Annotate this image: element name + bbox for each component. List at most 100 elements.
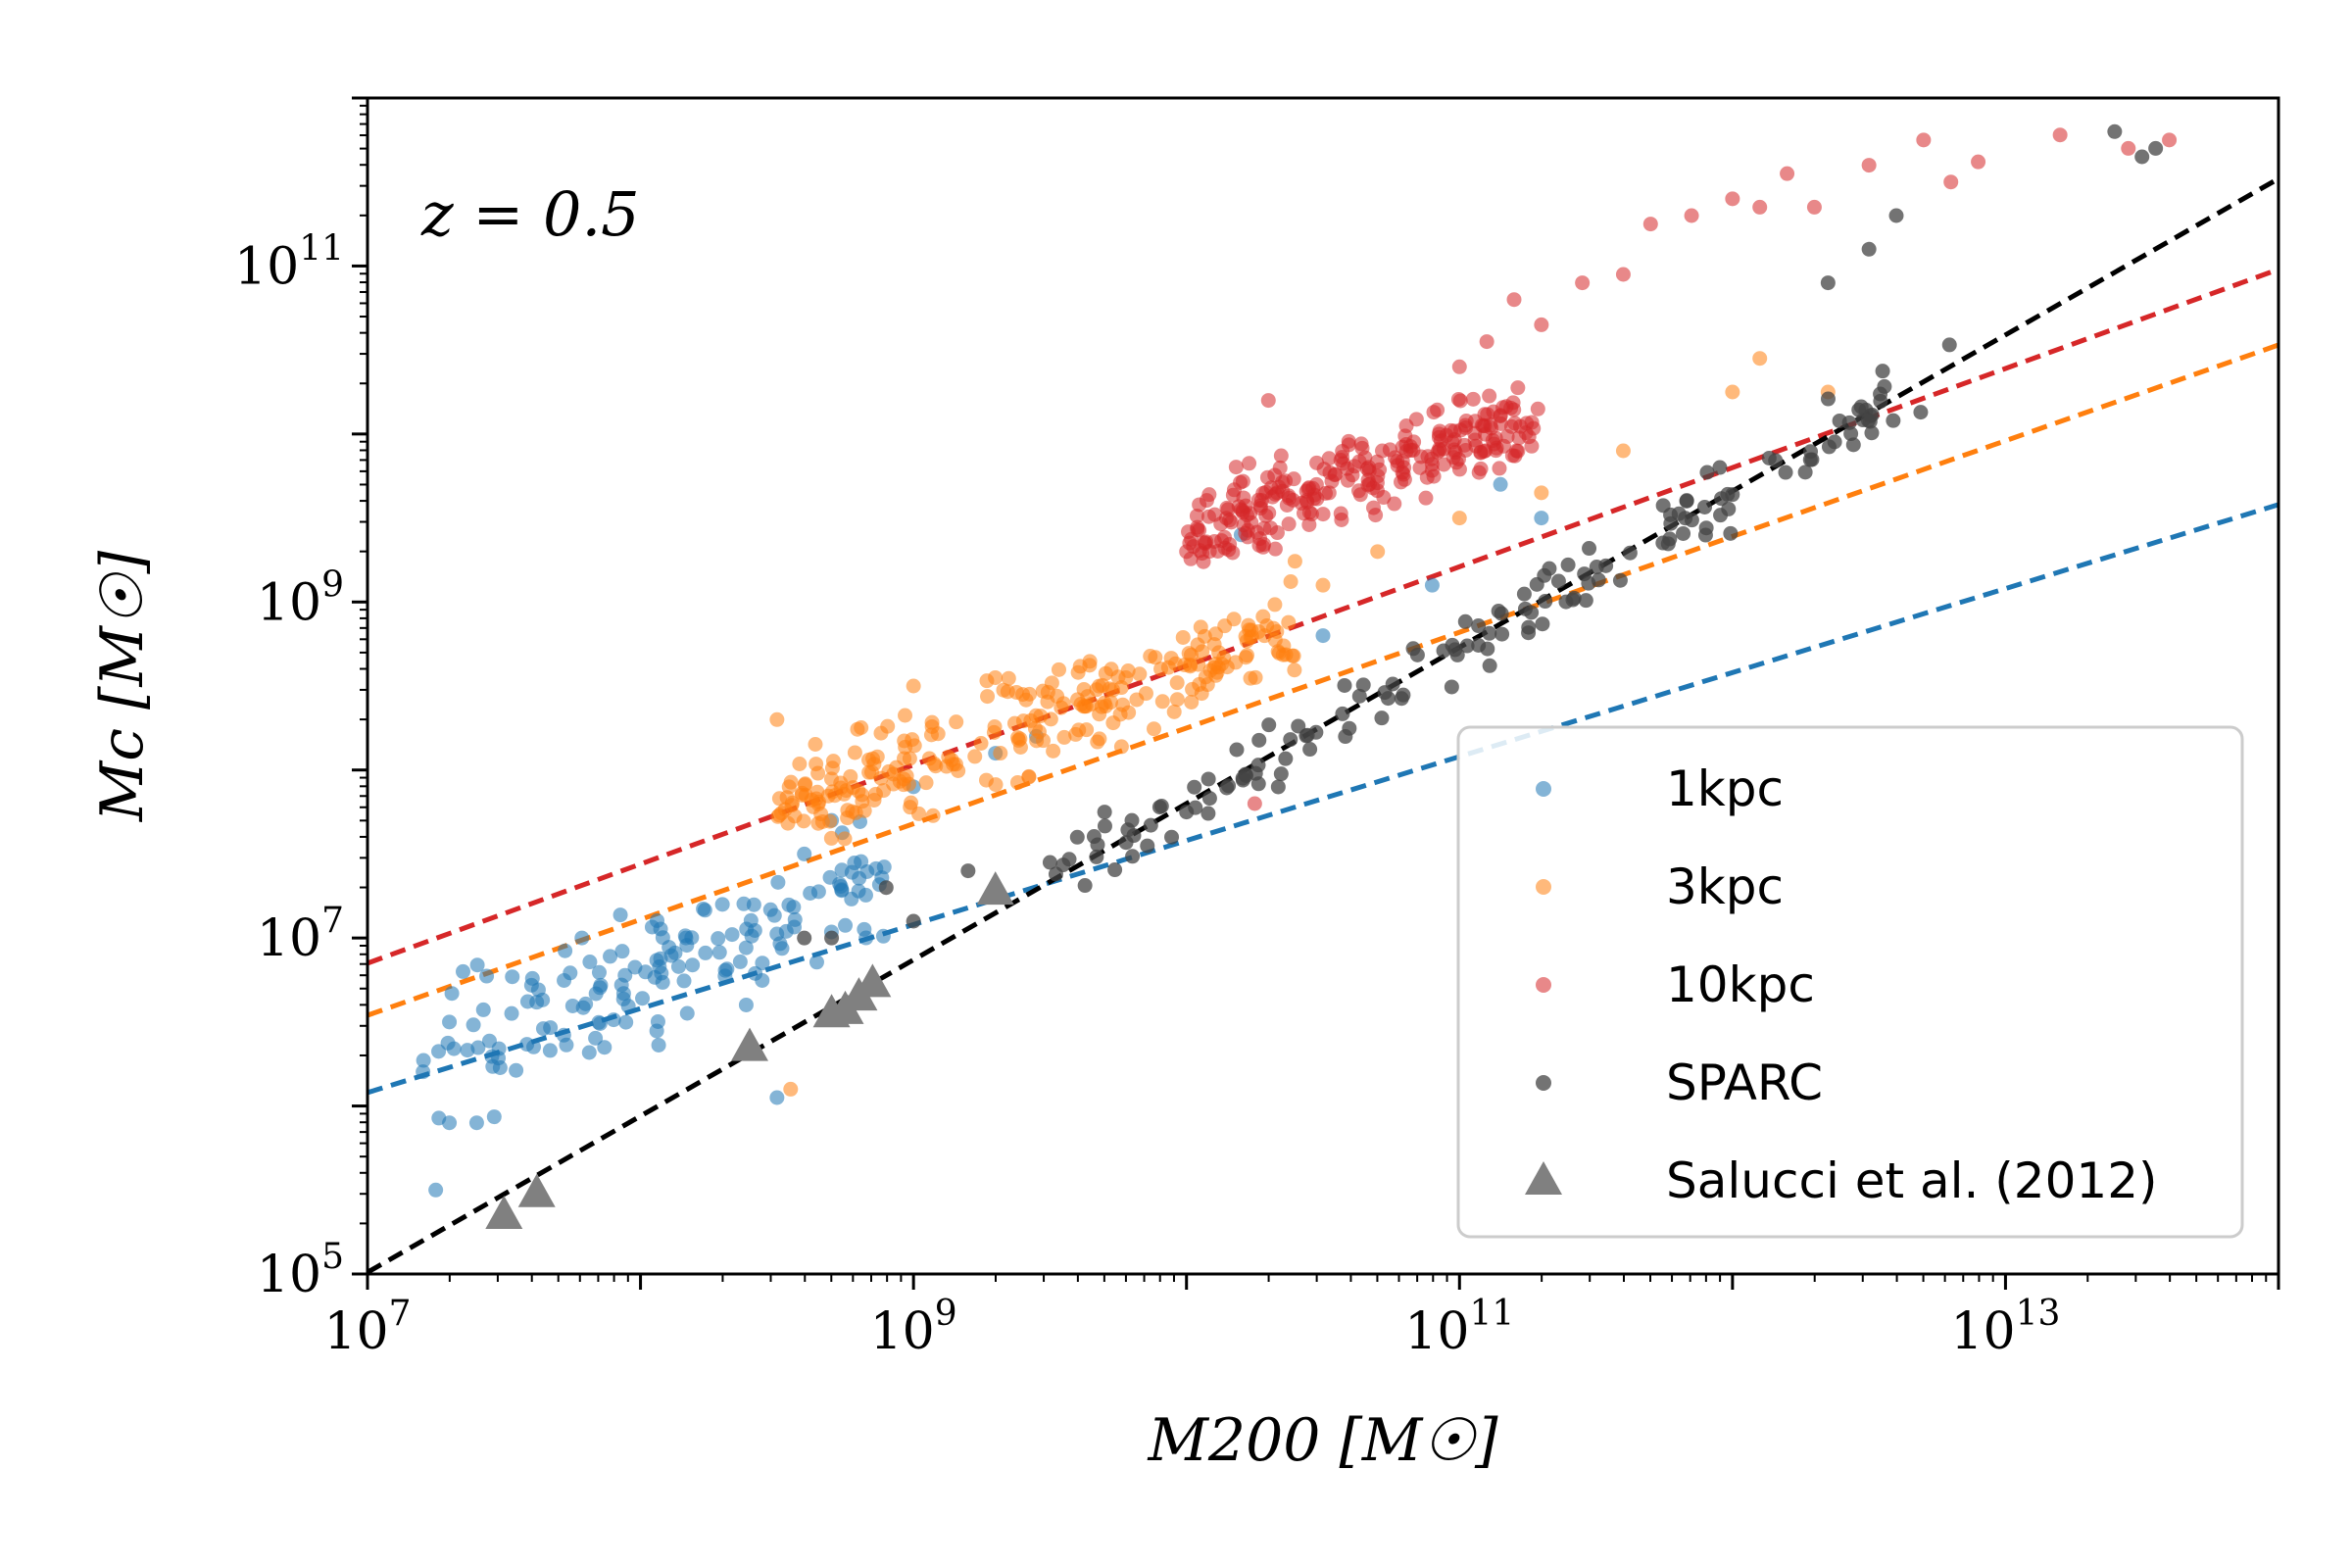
point-sparc — [1164, 829, 1180, 845]
point-sparc — [1655, 498, 1671, 514]
point-10kpc — [1184, 531, 1200, 547]
point-3kpc — [1132, 666, 1148, 682]
point-1kpc — [635, 991, 651, 1006]
point-3kpc — [1056, 729, 1072, 745]
point-1kpc — [875, 928, 891, 944]
point-3kpc — [847, 745, 862, 760]
point-sparc — [1542, 561, 1557, 576]
point-sparc — [1283, 732, 1298, 748]
point-10kpc — [1642, 217, 1658, 232]
point-sparc — [1841, 415, 1857, 430]
point-sparc — [1187, 779, 1202, 795]
legend-entry-3kpc: 3kpc — [1536, 858, 1784, 915]
point-10kpc — [1457, 417, 1473, 433]
point-1kpc — [479, 968, 495, 984]
point-3kpc — [1370, 544, 1386, 560]
legend-entry-10kpc: 10kpc — [1536, 956, 1815, 1013]
point-1kpc — [468, 1115, 484, 1131]
point-1kpc — [833, 878, 849, 894]
point-sparc — [1797, 465, 1813, 480]
point-10kpc — [1575, 275, 1591, 291]
point-sparc — [1457, 613, 1473, 629]
point-3kpc — [1182, 657, 1198, 672]
point-sparc — [1201, 791, 1217, 807]
point-10kpc — [1260, 393, 1276, 409]
point-1kpc — [1493, 476, 1508, 492]
point-3kpc — [946, 757, 961, 772]
point-sparc — [1152, 800, 1167, 815]
point-1kpc — [588, 1030, 604, 1046]
point-3kpc — [1143, 649, 1158, 664]
point-sparc — [1676, 525, 1691, 541]
point-10kpc — [1971, 154, 1986, 170]
point-1kpc — [524, 970, 540, 986]
point-10kpc — [1534, 317, 1549, 332]
point-10kpc — [1315, 507, 1331, 522]
point-10kpc — [1418, 490, 1434, 506]
point-sparc — [878, 880, 894, 896]
point-1kpc — [486, 1109, 502, 1125]
point-3kpc — [967, 749, 983, 764]
y-tick-label: 107 — [257, 901, 344, 968]
point-3kpc — [902, 751, 917, 766]
point-salucci-et-al-2012 — [517, 1173, 556, 1207]
fit-line-10kpc — [368, 267, 2278, 966]
point-1kpc — [504, 1005, 519, 1021]
point-1kpc — [416, 1064, 431, 1080]
point-1kpc — [542, 1043, 558, 1058]
point-3kpc — [979, 673, 995, 689]
point-10kpc — [1492, 461, 1507, 476]
point-sparc — [1713, 491, 1729, 507]
point-1kpc — [466, 1017, 481, 1033]
point-sparc — [1471, 637, 1487, 653]
y-tick-label: 109 — [257, 564, 344, 632]
point-1kpc — [509, 1062, 524, 1078]
legend-items: 1kpc 3kpc 10kpc SPARC Salucci et al. (2012) — [1525, 760, 2158, 1209]
point-10kpc — [1233, 474, 1249, 490]
point-sparc — [1560, 557, 1576, 572]
point-sparc — [1143, 817, 1158, 833]
point-sparc — [1337, 677, 1352, 693]
point-3kpc — [823, 830, 839, 846]
point-3kpc — [925, 808, 941, 823]
point-3kpc — [906, 678, 921, 694]
point-10kpc — [1806, 199, 1822, 215]
point-3kpc — [1240, 648, 1255, 663]
point-10kpc — [1271, 479, 1287, 495]
point-1kpc — [603, 949, 618, 964]
point-1kpc — [469, 957, 485, 973]
point-sparc — [1449, 647, 1465, 662]
point-10kpc — [1615, 267, 1631, 282]
point-10kpc — [1395, 453, 1410, 468]
point-1kpc — [858, 887, 873, 903]
x-tick-label: 109 — [870, 1294, 957, 1361]
x-tick-label: 1013 — [1950, 1294, 2060, 1361]
point-3kpc — [1055, 696, 1071, 711]
point-1kpc — [738, 997, 754, 1012]
point-1kpc — [627, 959, 643, 975]
point-1kpc — [710, 931, 726, 947]
fit-lines — [368, 176, 2278, 1274]
point-sparc — [1578, 593, 1593, 609]
point-sparc — [1179, 805, 1195, 820]
point-sparc — [1097, 818, 1112, 834]
point-3kpc — [1615, 443, 1631, 459]
point-1kpc — [697, 903, 712, 918]
point-10kpc — [1432, 441, 1447, 457]
point-3kpc — [1154, 694, 1170, 710]
point-3kpc — [798, 788, 813, 804]
point-sparc — [1261, 717, 1277, 733]
point-10kpc — [1943, 174, 1959, 190]
point-salucci-et-al-2012 — [976, 871, 1014, 906]
point-10kpc — [1196, 554, 1211, 569]
point-3kpc — [1146, 721, 1161, 737]
point-3kpc — [1226, 612, 1242, 627]
point-3kpc — [1121, 705, 1137, 720]
point-3kpc — [1160, 660, 1176, 675]
point-sparc — [1436, 643, 1451, 659]
legend-marker — [1525, 1161, 1562, 1195]
point-sparc — [2148, 140, 2164, 156]
point-10kpc — [1199, 534, 1214, 550]
